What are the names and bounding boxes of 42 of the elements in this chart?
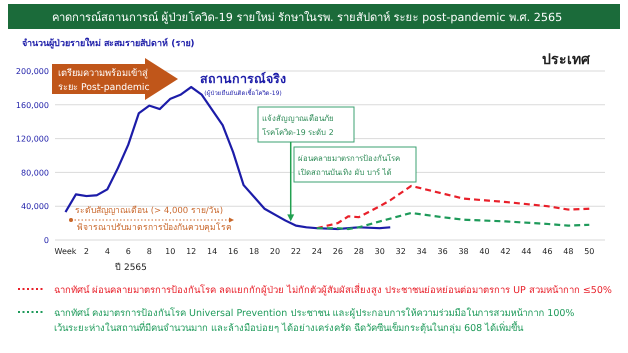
x-tick-label: 40 [479, 247, 490, 256]
legend-label: ฉากทัศน์ คงมาตรการป้องกันโรค Universal Prevention ประชาชน และผู้ประกอบการให้ความร่วมมือในการสวมหน้ากาก 100% เว้นระยะห่างในสถานที่มีคนจำนวนมาก และล้างมือบ่อยๆ ได้อย่างเคร่งครัด ฉีดวัคซีนเข็มกระตุ้นในกลุ่ม 608 ได้เพิ่มขึ้น [54, 307, 574, 334]
x-tick-label: 12 [186, 247, 196, 256]
x-tick-label: 30 [374, 247, 385, 256]
x-axis-title: ปี 2565 [115, 262, 147, 273]
x-tick-label: 8 [146, 247, 152, 256]
x-tick-label: 34 [416, 247, 427, 256]
x-tick-label: 10 [165, 247, 176, 256]
x-tick-label: 32 [396, 247, 406, 256]
chart-subtitle: ประเทศ [542, 52, 591, 68]
x-tick-label: 16 [228, 247, 238, 256]
y-tick-label: 40,000 [21, 202, 49, 212]
y-tick-label: 120,000 [16, 134, 49, 144]
x-tick-label: 18 [248, 247, 260, 256]
y-tick-label: 160,000 [16, 100, 49, 110]
x-tick-label: 44 [521, 247, 532, 256]
x-tick-label: 42 [500, 247, 511, 256]
y-tick-label: 0 [44, 236, 49, 245]
y-axis-title: จำนวนผู้ป่วยรายใหม่ สะสมรายสัปดาห์ (ราย) [22, 37, 194, 49]
series-label: สถานการณ์จริง [200, 71, 286, 86]
annotation: พิจารณาปรับมาตรการป้องกันควบคุมโรค [77, 222, 232, 233]
x-tick-label: 28 [354, 247, 364, 256]
x-tick-label: 14 [207, 247, 218, 256]
y-tick-label: 200,000 [16, 67, 49, 76]
x-tick-label: Week [54, 247, 77, 256]
x-tick-label: 46 [542, 247, 552, 256]
x-tick-label: 36 [438, 247, 448, 256]
x-tick-label: 22 [290, 247, 302, 256]
annotation: เตรียมความพร้อมเข้าสู่ ระยะ Post-pandemic [58, 67, 150, 93]
x-tick-label: 20 [270, 247, 280, 256]
legend-label: ฉากทัศน์ ผ่อนคลายมาตรการป้องกันโรค ลดแยกกักผู้ป่วย ไม่กักตัวผู้สัมผัสเสี่ยงสูง ประชาชนย่อหย่อนต่อมาตรการ UP สวมหน้ากาก ≤50% [54, 283, 612, 296]
x-tick-label: 48 [563, 247, 574, 256]
chart-title: คาดการณ์สถานการณ์ ผู้ป่วยโควิด-19 รายใหม่ รักษาในรพ. รายสัปดาห์ ระยะ post-pandemic พ.ศ. 2565 [52, 10, 562, 24]
x-tick-label: 6 [126, 247, 131, 256]
x-tick-label: 26 [332, 247, 343, 256]
x-tick-label: 24 [312, 247, 322, 256]
y-tick-label: 80,000 [21, 168, 49, 178]
x-tick-label: 50 [584, 247, 594, 256]
x-tick-label: 4 [104, 247, 110, 256]
annotation: ระดับสัญญาณเตือน (> 4,000 ราย/วัน) [75, 205, 224, 216]
x-tick-label: 2 [84, 247, 89, 256]
x-tick-label: 38 [458, 247, 469, 256]
